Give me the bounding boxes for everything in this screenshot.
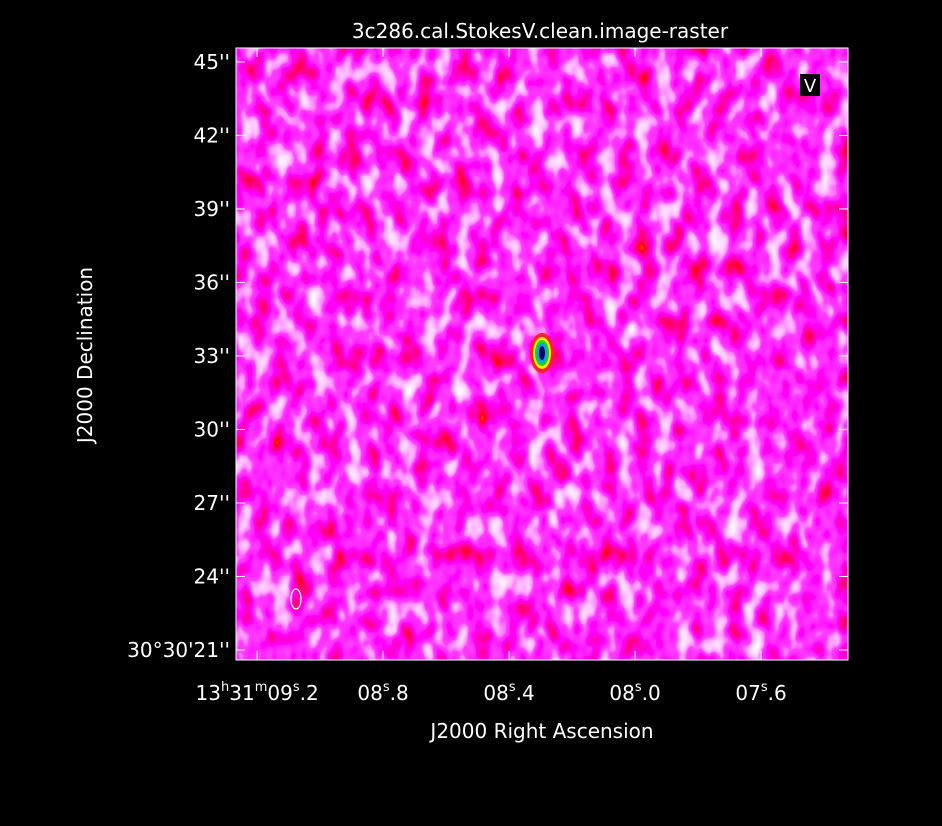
y-tick-label: 42'': [194, 123, 230, 147]
y-tick-label: 24'': [194, 564, 230, 588]
x-tick-label: 13h31m09s.2: [196, 680, 319, 705]
y-tick-label: 36'': [194, 270, 230, 294]
y-tick-label: 30°30'21'': [127, 638, 230, 662]
x-axis-label: J2000 Right Ascension: [428, 719, 653, 743]
y-tick-label: 39'': [194, 197, 230, 221]
x-tick-label: 08s.8: [357, 680, 408, 705]
x-tick-label: 07s.6: [735, 680, 786, 705]
plot-frame: [235, 47, 849, 661]
x-tick-label: 08s.0: [609, 680, 660, 705]
annotation-box: [800, 74, 820, 96]
y-tick-label: 45'': [194, 50, 230, 74]
y-tick-label: 27'': [194, 491, 230, 515]
x-tick-label: 08s.4: [483, 680, 534, 705]
annotation: V: [804, 76, 817, 97]
source-core: [539, 346, 545, 360]
y-tick-label: 30'': [194, 417, 230, 441]
chart-title: 3c286.cal.StokesV.clean.image-raster: [352, 19, 729, 43]
beam: [290, 588, 302, 610]
y-axis-label: J2000 Declination: [73, 267, 97, 445]
y-tick-label: 33'': [194, 344, 230, 368]
raster: [236, 48, 848, 660]
